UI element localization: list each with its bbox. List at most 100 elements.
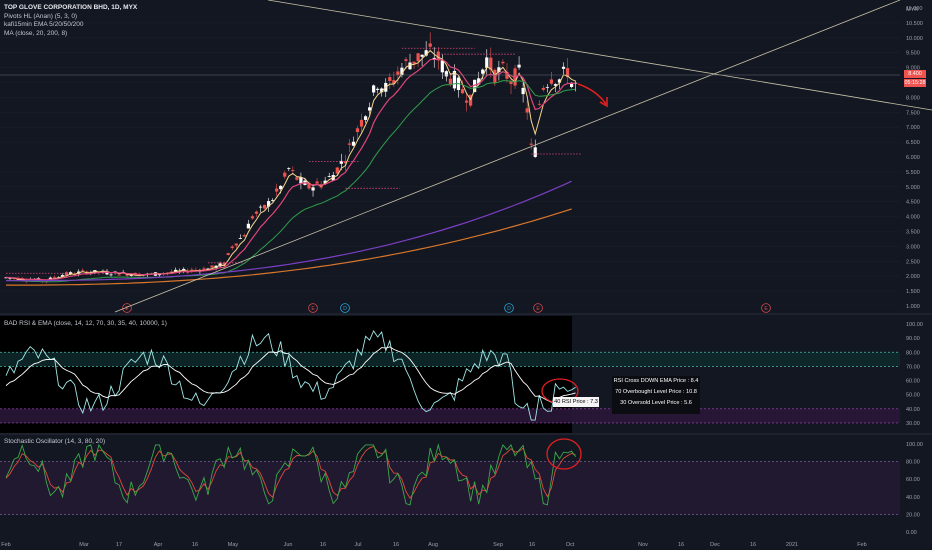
candle-body xyxy=(497,67,501,72)
candle-body xyxy=(537,103,541,105)
event-marker-letter: D xyxy=(507,306,511,312)
event-marker: E xyxy=(533,303,543,313)
event-marker: D xyxy=(340,303,350,313)
candle-body xyxy=(529,143,533,145)
time-tick-label: Feb xyxy=(857,542,866,548)
rsi-overbought-zone xyxy=(0,352,900,367)
candle-body xyxy=(521,87,525,95)
candle-body xyxy=(376,88,380,90)
event-marker-ring xyxy=(308,303,318,313)
candle-body xyxy=(81,270,85,272)
rsi-tick-label: 50.00 xyxy=(906,393,920,399)
event-marker: E xyxy=(122,303,132,313)
candle-body xyxy=(416,53,420,62)
ascending-trendline xyxy=(114,0,901,313)
candle-body xyxy=(283,172,287,177)
candle-body xyxy=(279,185,283,190)
price-tick-label: 9.000 xyxy=(906,66,920,72)
candle-body xyxy=(295,177,299,180)
candle-body xyxy=(234,243,238,246)
price-tick-label: 6.500 xyxy=(906,140,920,146)
price-tick-label: 8.000 xyxy=(906,95,920,101)
candle-body xyxy=(513,68,517,86)
candle-body xyxy=(408,62,412,70)
price-tick-label: 3.500 xyxy=(906,230,920,236)
event-marker-letter: E xyxy=(125,306,129,312)
ma200-orange-line xyxy=(6,208,572,286)
event-marker-letter: E xyxy=(536,306,540,312)
candle-body xyxy=(392,80,396,84)
time-tick-label: Jul xyxy=(354,542,361,548)
price-tick-label: 3.000 xyxy=(906,244,920,250)
countdown-tag: 05:15:28 xyxy=(904,79,926,87)
event-marker-letter: E xyxy=(764,306,768,312)
candle-body xyxy=(210,265,214,268)
candle-body xyxy=(355,128,360,133)
price-tick-label: 5.500 xyxy=(906,170,920,176)
event-marker-ring xyxy=(761,303,771,313)
rsi-info-box: RSI Cross DOWN EMA Price : 8.4 70 Overbo… xyxy=(612,376,700,414)
price-tick-label: 1.500 xyxy=(906,289,920,295)
ema20-line xyxy=(5,58,576,281)
candle-body xyxy=(412,61,416,64)
candle-body xyxy=(436,51,440,61)
candle-body xyxy=(424,50,428,56)
event-marker-letter: D xyxy=(343,306,347,312)
last-price-tag: 8.400 xyxy=(904,70,926,78)
candle-body xyxy=(464,100,469,103)
stoch-tick-label: 80.00 xyxy=(906,460,920,466)
candle-body xyxy=(574,82,578,84)
event-marker-ring xyxy=(122,303,132,313)
candle-body xyxy=(109,274,113,276)
candle-body xyxy=(420,54,424,57)
event-marker-ring xyxy=(504,303,514,313)
candle-body xyxy=(481,69,485,74)
rsi-info-cross: RSI Cross DOWN EMA Price : 8.4 xyxy=(613,378,699,384)
rsi-tick-label: 100.00 xyxy=(906,322,923,328)
candle-body xyxy=(52,277,57,279)
stoch-tick-label: 60.00 xyxy=(906,477,920,483)
candle-body xyxy=(400,67,404,75)
ema50-line xyxy=(5,80,576,283)
currency-label: MYR xyxy=(906,7,918,13)
candle-body xyxy=(553,84,558,86)
candle-body xyxy=(246,223,250,229)
candle-body xyxy=(485,57,489,68)
price-tick-label: 10.500 xyxy=(906,21,923,27)
legend-ma[interactable]: MA (close, 20, 200, 8) xyxy=(4,29,68,37)
symbol-title[interactable]: TOP GLOVE CORPORATION BHD, 1D, MYX xyxy=(4,4,138,11)
candle-body xyxy=(517,64,521,68)
rsi-title[interactable]: BAD RSI & EMA (close, 14, 12, 70, 30, 35… xyxy=(4,320,167,327)
time-tick-label: 2021 xyxy=(786,542,798,548)
rsi-tick-label: 40.00 xyxy=(906,407,920,413)
candle-body xyxy=(8,277,12,279)
stoch-title[interactable]: Stochastic Oscillator (14, 3, 80, 20) xyxy=(4,438,106,445)
candle-body xyxy=(327,176,331,177)
annotations xyxy=(0,0,932,470)
candle-body xyxy=(505,71,509,79)
candle-body xyxy=(36,278,40,282)
time-tick-label: Feb xyxy=(1,542,10,548)
legend-ema[interactable]: kafi15min EMA 5/20/50/200 xyxy=(4,21,84,29)
rsi-oversold-zone xyxy=(0,408,900,423)
candle-body xyxy=(238,238,242,239)
rsi-tick-label: 30.00 xyxy=(906,421,920,427)
candle-body xyxy=(291,169,295,171)
candle-body xyxy=(226,253,230,255)
price-tick-label: 7.500 xyxy=(906,110,920,116)
candle-body xyxy=(190,269,194,271)
candle-body xyxy=(287,168,291,169)
candle-body xyxy=(444,71,448,77)
price-tick-label: 2.000 xyxy=(906,274,920,280)
legend-pivots[interactable]: Pivots HL (Anan) (5, 3, 0) xyxy=(4,12,78,20)
candle-body xyxy=(339,160,343,164)
candle-body xyxy=(372,85,376,93)
stoch-tick-label: 0.00 xyxy=(906,530,917,536)
time-tick-label: Dec xyxy=(710,542,720,548)
rsi-info-overbought: 70 Overbought Level Price : 10.8 xyxy=(615,389,697,395)
rsi-info-oversold: 30 Oversold Level Price : 5.6 xyxy=(620,400,692,406)
price-tick-label: 6.000 xyxy=(906,155,920,161)
stoch-k-line xyxy=(5,443,576,506)
